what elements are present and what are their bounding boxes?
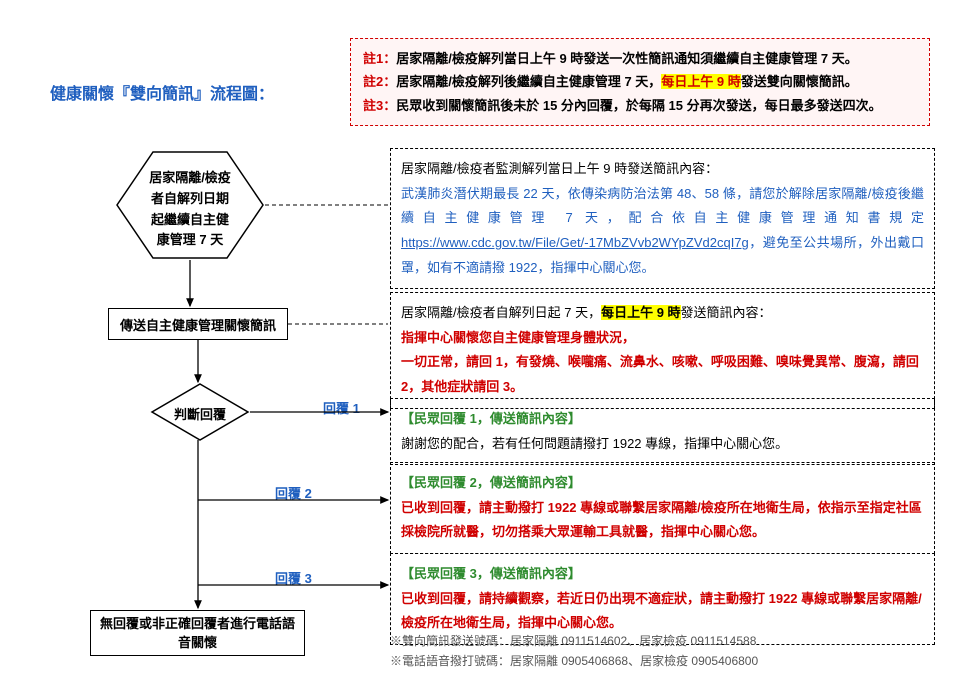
box5-head: 【民眾回覆 3，傳送簡訊內容】 <box>401 562 924 587</box>
step2-text: 傳送自主健康管理關懷簡訊 <box>120 315 276 334</box>
diamond-text: 判斷回覆 <box>150 404 250 423</box>
note-2-post: 發送雙向關懷簡訊。 <box>741 74 858 89</box>
footer-note-2: ※電話語音撥打號碼：居家隔離 0905406868、居家檢疫 090540680… <box>390 652 758 669</box>
box2-head: 居家隔離/檢疫者自解列日起 7 天，每日上午 9 時發送簡訊內容： <box>401 301 924 326</box>
box3-head: 【民眾回覆 1，傳送簡訊內容】 <box>401 407 924 432</box>
flowchart-container: 健康關懷『雙向簡訊』流程圖： 註1：居家隔離/檢疫解列當日上午 9 時發送一次性… <box>20 20 933 661</box>
box2-post: 發送簡訊內容： <box>681 305 772 320</box>
box4-head: 【民眾回覆 2，傳送簡訊內容】 <box>401 471 924 496</box>
hex-l1: 居家隔離/檢疫 <box>125 168 255 189</box>
box2-r2: 一切正常，請回 1，有發燒、喉嚨痛、流鼻水、咳嗽、呼吸困難、嗅味覺異常、腹瀉，請… <box>401 350 924 399</box>
info-box-2: 居家隔離/檢疫者自解列日起 7 天，每日上午 9 時發送簡訊內容： 指揮中心關懷… <box>390 292 935 409</box>
diagram-title: 健康關懷『雙向簡訊』流程圖： <box>50 80 274 104</box>
reply-2-label: 回覆 2 <box>275 483 312 502</box>
hexagon-start: 居家隔離/檢疫 者自解列日期 起繼續自主健 康管理 7 天 <box>115 150 265 260</box>
hex-l3: 起繼續自主健 <box>125 210 255 231</box>
note-2: 註2：居家隔離/檢疫解列後繼續自主健康管理 7 天，每日上午 9 時發送雙向關懷… <box>363 70 917 93</box>
box5-text: 已收到回覆，請持續觀察，若近日仍出現不適症狀，請主動撥打 1922 專線或聯繫居… <box>401 587 924 636</box>
info-box-1: 居家隔離/檢疫者監測解列當日上午 9 時發送簡訊內容： 武漢肺炎潛伏期最長 22… <box>390 148 935 289</box>
box2-r1: 指揮中心關懷您自主健康管理身體狀況， <box>401 326 924 351</box>
note-3-label: 註3： <box>363 98 396 113</box>
box1-head: 居家隔離/檢疫者監測解列當日上午 9 時發送簡訊內容： <box>401 157 924 182</box>
hexagon-text: 居家隔離/檢疫 者自解列日期 起繼續自主健 康管理 7 天 <box>125 168 255 251</box>
notes-box: 註1：居家隔離/檢疫解列當日上午 9 時發送一次性簡訊通知須繼續自主健康管理 7… <box>350 38 930 126</box>
note-1-text: 居家隔離/檢疫解列當日上午 9 時發送一次性簡訊通知須繼續自主健康管理 7 天。 <box>396 51 858 66</box>
step-phone-followup: 無回覆或非正確回覆者進行電話語音關懷 <box>90 610 305 656</box>
note-2-highlight: 每日上午 9 時 <box>661 74 740 89</box>
decision-diamond: 判斷回覆 <box>150 382 250 442</box>
hex-l4: 康管理 7 天 <box>125 230 255 251</box>
note-1: 註1：居家隔離/檢疫解列當日上午 9 時發送一次性簡訊通知須繼續自主健康管理 7… <box>363 47 917 70</box>
info-box-3: 【民眾回覆 1，傳送簡訊內容】 謝謝您的配合，若有任何問題請撥打 1922 專線… <box>390 398 935 465</box>
note-1-label: 註1： <box>363 51 396 66</box>
box1-link[interactable]: https://www.cdc.gov.tw/File/Get/-17MbZVv… <box>401 235 749 250</box>
note-2-pre: 居家隔離/檢疫解列後繼續自主健康管理 7 天， <box>396 74 661 89</box>
note-2-label: 註2： <box>363 74 396 89</box>
box3-text: 謝謝您的配合，若有任何問題請撥打 1922 專線，指揮中心關心您。 <box>401 432 924 457</box>
footer-note-1: ※雙向簡訊發送號碼：居家隔離 0911514602、居家檢疫 091151458… <box>390 632 756 649</box>
box4-text: 已收到回覆，請主動撥打 1922 專線或聯繫居家隔離/檢疫所在地衛生局，依指示至… <box>401 496 924 545</box>
box1-body: 武漢肺炎潛伏期最長 22 天，依傳染病防治法第 48、58 條，請您於解除居家隔… <box>401 182 924 281</box>
box1-b1: 武漢肺炎潛伏期最長 22 天，依傳染病防治法第 48、58 條，請您於解除居家隔… <box>401 186 924 226</box>
reply-1-label: 回覆 1 <box>323 398 360 417</box>
note-3: 註3：民眾收到關懷簡訊後未於 15 分內回覆，於每隔 15 分再次發送，每日最多… <box>363 94 917 117</box>
note-3-text: 民眾收到關懷簡訊後未於 15 分內回覆，於每隔 15 分再次發送，每日最多發送四… <box>396 98 881 113</box>
hex-l2: 者自解列日期 <box>125 189 255 210</box>
box2-hl: 每日上午 9 時 <box>601 305 680 320</box>
box2-pre: 居家隔離/檢疫者自解列日起 7 天， <box>401 305 601 320</box>
reply-3-label: 回覆 3 <box>275 568 312 587</box>
info-box-4: 【民眾回覆 2，傳送簡訊內容】 已收到回覆，請主動撥打 1922 專線或聯繫居家… <box>390 462 935 554</box>
step-send-sms: 傳送自主健康管理關懷簡訊 <box>108 308 288 340</box>
step4-text: 無回覆或非正確回覆者進行電話語音關懷 <box>97 614 298 653</box>
